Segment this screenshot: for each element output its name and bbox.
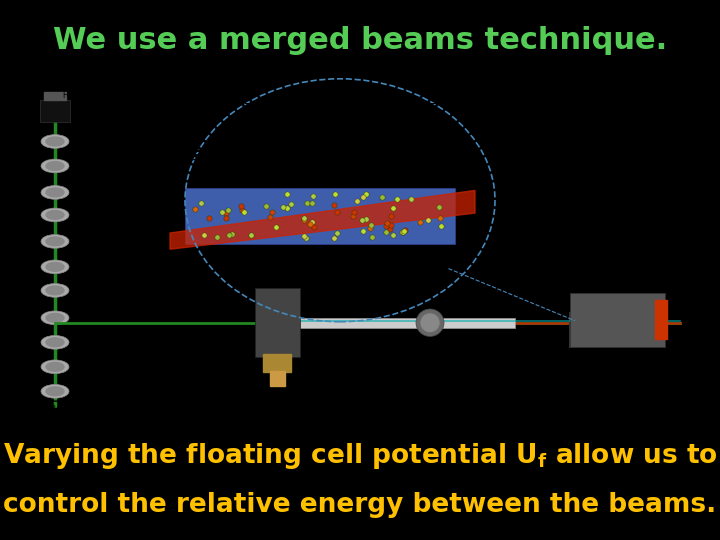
Bar bbox=[655, 300, 667, 339]
Text: Varying the floating cell potential U$_\mathregular{f}$ allow us to: Varying the floating cell potential U$_\… bbox=[3, 441, 717, 470]
Text: Photodetachment region: Photodetachment region bbox=[284, 93, 396, 102]
Ellipse shape bbox=[46, 237, 64, 246]
Bar bbox=[44, 92, 66, 100]
Ellipse shape bbox=[46, 286, 64, 295]
Ellipse shape bbox=[46, 137, 64, 146]
Ellipse shape bbox=[41, 159, 69, 173]
Ellipse shape bbox=[41, 208, 69, 222]
Ellipse shape bbox=[41, 384, 69, 398]
Bar bbox=[40, 100, 70, 122]
Ellipse shape bbox=[41, 260, 69, 274]
Text: H$^-$ + $\nu_{IR}$ $\rightarrow$ H + e$^-$: H$^-$ + $\nu_{IR}$ $\rightarrow$ H + e$^… bbox=[265, 258, 355, 270]
Text: control the relative energy between the beams.: control the relative energy between the … bbox=[4, 492, 716, 518]
Ellipse shape bbox=[46, 362, 64, 371]
Text: H$^-$ ion source 10 kV: H$^-$ ion source 10 kV bbox=[62, 89, 143, 100]
Ellipse shape bbox=[416, 309, 444, 336]
Ellipse shape bbox=[41, 335, 69, 349]
Bar bbox=[570, 293, 665, 347]
Ellipse shape bbox=[41, 186, 69, 199]
Text: Partial neutralization of the H$^-$ beam: Partial neutralization of the H$^-$ beam bbox=[271, 112, 409, 122]
Ellipse shape bbox=[46, 387, 64, 396]
Ellipse shape bbox=[41, 284, 69, 297]
Ellipse shape bbox=[46, 338, 64, 347]
Text: inside a drift tube at variable voltages -U$_f$: inside a drift tube at variable voltages… bbox=[264, 124, 417, 134]
Ellipse shape bbox=[41, 234, 69, 248]
Ellipse shape bbox=[46, 262, 64, 271]
Ellipse shape bbox=[46, 188, 64, 197]
Bar bbox=[185, 187, 455, 244]
Text: 1 m: 1 m bbox=[40, 403, 56, 413]
Ellipse shape bbox=[46, 161, 64, 171]
Ellipse shape bbox=[421, 314, 439, 332]
Bar bbox=[255, 288, 300, 357]
Ellipse shape bbox=[46, 313, 64, 322]
Bar bbox=[295, 318, 515, 328]
Bar bbox=[263, 354, 291, 372]
Ellipse shape bbox=[41, 134, 69, 149]
Ellipse shape bbox=[41, 360, 69, 374]
Polygon shape bbox=[170, 191, 475, 249]
Text: H$^-$ beam: H$^-$ beam bbox=[85, 295, 123, 306]
Ellipse shape bbox=[46, 211, 64, 219]
Bar bbox=[270, 371, 285, 387]
Text: Laser: Laser bbox=[279, 390, 300, 399]
Text: $-U_f$: $-U_f$ bbox=[216, 129, 234, 141]
Text: We use a merged beams technique.: We use a merged beams technique. bbox=[53, 25, 667, 55]
Ellipse shape bbox=[41, 311, 69, 325]
